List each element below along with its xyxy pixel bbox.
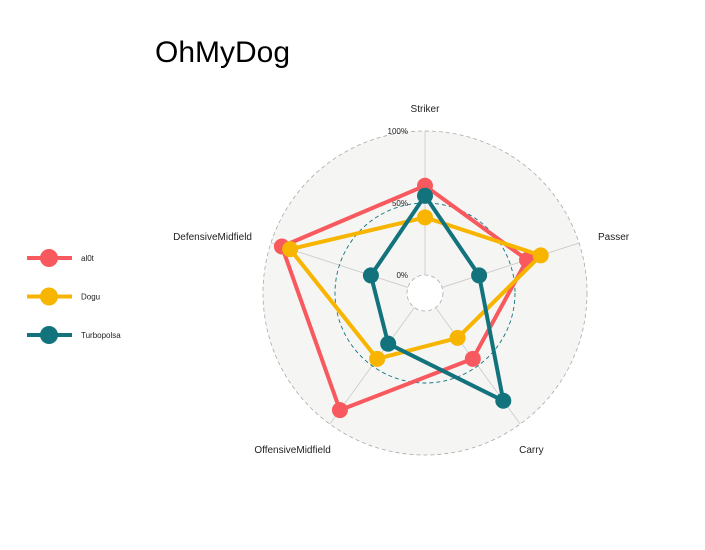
axis-label-passer: Passer [598, 232, 630, 243]
data-point-carry [495, 392, 512, 409]
data-point-defensivemidfield [282, 241, 299, 258]
grid-labels: 0% 50% 100% [388, 127, 408, 280]
legend-swatch-dot [40, 326, 58, 344]
data-point-passer [532, 247, 549, 264]
legend-item-al0t: al0t [27, 249, 95, 267]
legend-item-dogu: Dogu [27, 287, 100, 306]
axis-label-carry: Carry [519, 445, 543, 456]
data-point-offensivemidfield [369, 350, 386, 367]
grid-circle-inner [406, 274, 444, 312]
series-line [288, 215, 543, 361]
data-point-offensivemidfield [380, 335, 397, 352]
legend-label-turbopolsa: Turbopolsa [81, 331, 121, 340]
series-layer [273, 177, 549, 419]
grid-label-100: 100% [388, 127, 408, 136]
data-point-striker [417, 187, 433, 204]
axis-label-defensivemidfield: DefensiveMidfield [173, 232, 252, 243]
data-point-passer [471, 267, 488, 284]
axis-label-striker: Striker [411, 104, 441, 115]
legend-label-dogu: Dogu [81, 293, 100, 302]
axis-spoke [441, 242, 580, 288]
legend-swatch-dot [40, 287, 58, 306]
data-point-offensivemidfield [331, 402, 348, 419]
grid-label-50: 50% [392, 199, 408, 208]
series-line [368, 193, 506, 403]
series-line [279, 183, 529, 413]
series-dogu [282, 209, 549, 367]
data-point-striker [417, 209, 433, 226]
series-turbopolsa [362, 187, 512, 409]
data-point-carry [449, 329, 466, 346]
legend-swatch-dot [40, 249, 58, 267]
axis-labels: Striker Passer Carry OffensiveMidfield D… [173, 104, 630, 456]
data-point-carry [464, 350, 481, 367]
grid-label-0: 0% [396, 271, 408, 280]
data-point-defensivemidfield [362, 267, 379, 284]
chart-title: OhMyDog [155, 36, 290, 69]
legend-label-al0t: al0t [81, 254, 95, 263]
axis-label-offensivemidfield: OffensiveMidfield [254, 445, 331, 456]
legend-item-turbopolsa: Turbopolsa [27, 326, 121, 344]
legend: al0t Dogu Turbopolsa [27, 249, 121, 344]
